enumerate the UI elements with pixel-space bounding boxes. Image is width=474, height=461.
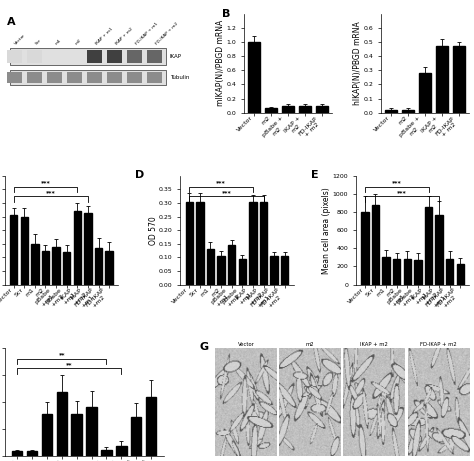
Bar <box>446 259 454 284</box>
Bar <box>7 50 22 63</box>
Bar <box>47 50 62 63</box>
Bar <box>95 248 102 284</box>
Text: D: D <box>135 171 144 180</box>
Title: m2: m2 <box>306 342 314 347</box>
Bar <box>42 250 49 284</box>
Text: Tubulin: Tubulin <box>170 75 189 80</box>
Bar <box>393 259 401 284</box>
Text: G: G <box>200 342 209 352</box>
Text: m1: m1 <box>55 38 62 46</box>
Bar <box>52 247 60 284</box>
Bar <box>67 72 82 83</box>
Bar <box>42 414 52 456</box>
Text: FD-IKAP + m2: FD-IKAP + m2 <box>155 21 179 46</box>
Text: A: A <box>7 17 15 27</box>
Bar <box>453 46 465 112</box>
Bar <box>402 110 414 112</box>
Bar <box>27 50 42 63</box>
Text: Scr: Scr <box>34 38 42 46</box>
Y-axis label: Mean cell area (pixels): Mean cell area (pixels) <box>322 187 331 273</box>
Bar <box>131 417 141 456</box>
Text: ***: *** <box>221 190 231 195</box>
Bar <box>436 215 443 284</box>
Y-axis label: hIKAP(N)/PBGD mRNA: hIKAP(N)/PBGD mRNA <box>353 21 362 105</box>
Bar <box>372 205 379 284</box>
Text: FD-IKAP + m1: FD-IKAP + m1 <box>135 21 159 46</box>
Bar <box>316 106 328 112</box>
Bar <box>12 451 22 456</box>
Bar <box>196 201 203 284</box>
Bar <box>84 213 91 284</box>
Bar <box>414 260 422 284</box>
Bar <box>67 50 82 63</box>
Bar <box>147 50 163 63</box>
Title: FD-IKAP + m2: FD-IKAP + m2 <box>420 342 457 347</box>
Bar <box>10 70 166 85</box>
Bar <box>271 256 278 284</box>
Bar <box>383 257 390 284</box>
Text: ***: *** <box>392 181 401 186</box>
Bar <box>238 259 246 284</box>
Y-axis label: mIKAP(N)/PBGD mRNA: mIKAP(N)/PBGD mRNA <box>216 20 225 106</box>
Bar <box>86 408 97 456</box>
Bar <box>107 50 122 63</box>
Bar <box>63 252 71 284</box>
Bar <box>27 451 37 456</box>
Text: B: B <box>222 9 230 19</box>
Bar <box>265 108 277 112</box>
Bar <box>228 245 236 284</box>
Bar <box>31 244 38 284</box>
Bar <box>87 72 102 83</box>
Bar <box>20 217 28 284</box>
Bar <box>185 201 193 284</box>
Bar <box>47 72 62 83</box>
Text: **: ** <box>59 353 65 358</box>
Bar <box>87 50 102 63</box>
Bar <box>56 392 67 456</box>
Title: IKAP + m2: IKAP + m2 <box>360 342 388 347</box>
Text: ***: *** <box>397 190 407 195</box>
Title: Vector: Vector <box>237 342 255 347</box>
Text: Vector: Vector <box>14 33 27 46</box>
Text: **: ** <box>66 362 73 367</box>
Bar <box>249 201 256 284</box>
Text: ***: *** <box>46 190 55 195</box>
Bar <box>7 72 22 83</box>
Y-axis label: OD 570: OD 570 <box>148 216 157 244</box>
Bar <box>425 207 432 284</box>
Bar <box>105 250 113 284</box>
Bar <box>147 72 163 83</box>
Bar <box>146 396 156 456</box>
Bar <box>282 106 294 112</box>
Text: IKAP: IKAP <box>170 54 182 59</box>
Bar <box>207 249 214 284</box>
Bar <box>10 48 166 65</box>
Bar <box>10 215 18 284</box>
Bar <box>218 256 225 284</box>
Bar <box>248 42 260 112</box>
Bar <box>128 72 142 83</box>
Text: E: E <box>310 171 318 180</box>
Bar <box>436 46 448 112</box>
Bar <box>128 50 142 63</box>
Bar <box>260 201 267 284</box>
Text: IKAP + m2: IKAP + m2 <box>115 27 134 46</box>
Bar <box>27 72 42 83</box>
Bar <box>419 73 431 112</box>
Bar <box>403 259 411 284</box>
Bar <box>101 449 112 456</box>
Bar <box>116 446 127 456</box>
Bar <box>107 72 122 83</box>
Bar <box>281 256 289 284</box>
Bar <box>299 106 311 112</box>
Bar <box>385 110 397 112</box>
Bar <box>456 264 464 284</box>
Text: IKAP + m1: IKAP + m1 <box>94 27 113 46</box>
Bar <box>72 414 82 456</box>
Bar <box>73 211 81 284</box>
Text: ***: *** <box>216 181 226 186</box>
Text: m2: m2 <box>74 38 82 46</box>
Text: ***: *** <box>41 181 50 186</box>
Bar <box>361 212 369 284</box>
